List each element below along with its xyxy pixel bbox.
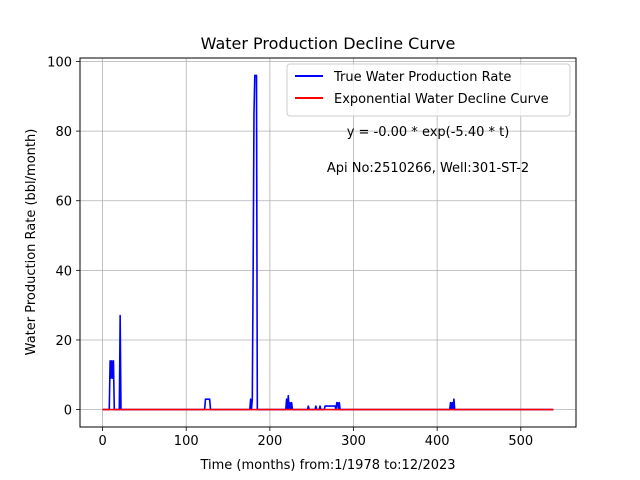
legend: True Water Production Rate Exponential W… — [286, 63, 571, 117]
legend-label-true: True Water Production Rate — [333, 70, 511, 85]
x-tick-label: 200 — [257, 434, 282, 449]
y-tick-label: 0 — [64, 404, 72, 419]
grid — [80, 58, 576, 427]
x-tick-label: 400 — [425, 434, 450, 449]
well-annotation: Api No:2510266, Well:301-ST-2 — [327, 161, 529, 176]
x-tick-label: 300 — [341, 434, 366, 449]
x-tick-label: 0 — [98, 434, 106, 449]
legend-box — [286, 63, 571, 117]
y-tick-label: 100 — [47, 55, 72, 70]
equation-annotation: y = -0.00 * exp(-5.40 * t) — [347, 125, 510, 140]
y-axis-label: Water Production Rate (bbl/month) — [24, 129, 39, 356]
y-tick-label: 40 — [55, 264, 72, 279]
x-tick-label: 100 — [174, 434, 199, 449]
x-tick-label: 500 — [508, 434, 533, 449]
axis-ticks: 0 100 200 300 400 500 0 20 40 60 80 100 — [47, 55, 533, 449]
plot-lines — [102, 74, 554, 411]
x-axis-label: Time (months) from:1/1978 to:12/2023 — [199, 458, 455, 473]
plot-frame — [79, 57, 577, 428]
y-tick-label: 60 — [55, 195, 72, 210]
y-tick-label: 20 — [55, 334, 72, 349]
chart-title: Water Production Decline Curve — [201, 34, 456, 53]
y-tick-label: 80 — [55, 125, 72, 140]
legend-label-exponential: Exponential Water Decline Curve — [334, 92, 549, 107]
